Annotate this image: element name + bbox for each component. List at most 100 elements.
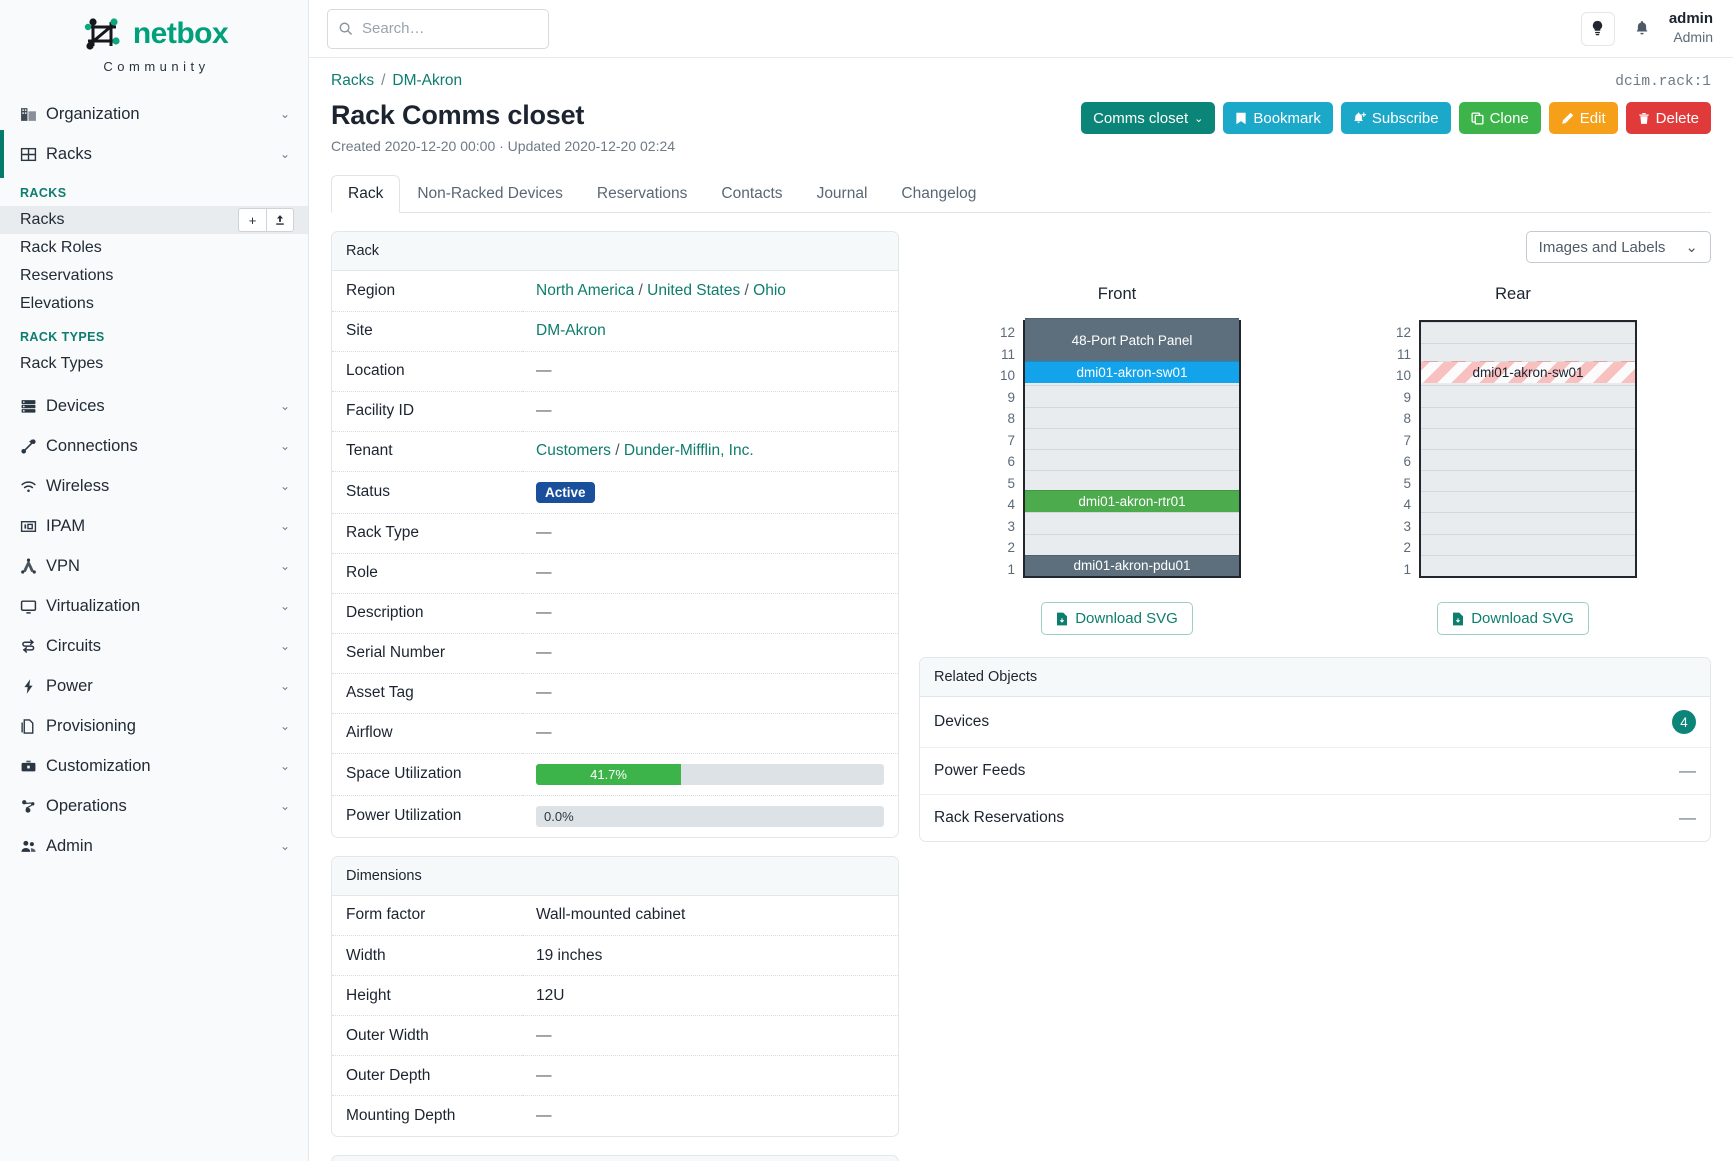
tab-rack[interactable]: Rack [331,175,401,213]
row-value: — [522,1015,898,1056]
rack-device[interactable]: dmi01-akron-sw01 [1421,361,1635,383]
site-link[interactable]: DM-Akron [536,322,606,339]
sidebar-group-devices[interactable]: Devices ⌄ [0,386,308,426]
download-svg-front-button[interactable]: Download SVG [1041,602,1193,635]
breadcrumb-racks[interactable]: Racks [331,72,375,89]
tenant-group-link[interactable]: Customers [536,442,611,459]
dimensions-card: Dimensions Form factor Wall-mounted cabi… [331,855,899,1137]
rack-unit-slot[interactable] [1421,491,1635,513]
table-row[interactable]: Power Feeds — [920,747,1710,795]
tab-non-racked-devices[interactable]: Non-Racked Devices [417,185,563,202]
rack-unit-slot[interactable] [1025,385,1239,407]
sidebar-section-rack-types-title: RACK TYPES [20,330,105,344]
rack-card-title: Rack [332,232,898,271]
chevron-down-icon: ⌄ [279,759,290,773]
bell-plus-icon [1353,112,1366,125]
row-label: Location [332,350,522,391]
sidebar-group-virtualization[interactable]: Virtualization ⌄ [0,586,308,626]
sidebar-item-reservations[interactable]: Reservations [0,262,308,290]
table-row[interactable]: Rack Reservations — [920,794,1710,841]
import-rack-button[interactable] [266,208,294,232]
chevron-down-icon: ⌄ [1685,239,1698,256]
region-link-1[interactable]: North America [536,281,635,299]
sidebar-item-rack-roles[interactable]: Rack Roles [0,234,308,262]
clone-button[interactable]: Clone [1458,102,1541,134]
object-actions-dropdown[interactable]: Comms closet ⌄ [1081,102,1216,134]
breadcrumb-site[interactable]: DM-Akron [392,72,463,89]
table-row[interactable]: Devices 4 [920,697,1710,748]
user-menu[interactable]: admin Admin [1669,10,1713,46]
rack-unit-slot[interactable] [1421,470,1635,492]
add-rack-button[interactable]: + [238,208,266,232]
rack-unit-slot[interactable] [1421,554,1635,576]
tab-reservations[interactable]: Reservations [596,185,688,202]
related-objects-table: Devices 4 Power Feeds — [920,697,1710,841]
table-row: Width 19 inches [332,935,898,976]
rack-unit-slot[interactable] [1025,470,1239,492]
rack-device[interactable]: dmi01-akron-pdu01 [1025,554,1239,576]
rack-unit-slot[interactable] [1025,448,1239,471]
sidebar-group-circuits[interactable]: Circuits ⌄ [0,626,308,666]
edit-button[interactable]: Edit [1548,102,1618,134]
sidebar-group-label: Customization [46,756,151,775]
row-label: Space Utilization [332,752,522,795]
rack-unit-slot[interactable] [1421,512,1635,534]
region-link-3[interactable]: Ohio [753,281,786,299]
tenant-link[interactable]: Dunder-Mifflin, Inc. [623,442,754,459]
sidebar-group-organization[interactable]: Organization ⌄ [0,94,308,134]
table-row: Airflow — [332,712,898,753]
sidebar-group-racks[interactable]: Racks ⌄ [0,130,308,178]
region-link-2[interactable]: United States [647,281,741,299]
tab-changelog[interactable]: Changelog [901,185,977,202]
front-download-row: Download SVG [1041,602,1193,635]
chevron-down-icon: ⌄ [279,679,290,693]
search-input[interactable]: Search… [327,8,549,49]
rack-unit-slot[interactable] [1421,448,1635,471]
tab-journal[interactable]: Journal [816,185,868,202]
chevron-down-icon: ⌄ [279,599,290,613]
rack-unit-slot[interactable] [1421,321,1635,344]
sidebar-group-provisioning[interactable]: Provisioning ⌄ [0,706,308,746]
sidebar-item-racks[interactable]: Racks + [0,206,308,234]
sidebar-group-customization[interactable]: Customization ⌄ [0,746,308,786]
sidebar-group-power[interactable]: Power ⌄ [0,666,308,706]
row-label: Mounting Depth [332,1095,522,1136]
sidebar-group-operations[interactable]: Operations ⌄ [0,786,308,826]
sidebar-item-rack-types[interactable]: Rack Types [0,350,308,378]
rack-unit-slot[interactable] [1025,533,1239,555]
delete-button[interactable]: Delete [1625,102,1711,134]
theme-toggle-button[interactable] [1580,11,1615,46]
rack-unit-slot[interactable] [1421,343,1635,365]
tab-contacts[interactable]: Contacts [721,185,783,202]
rack-unit-slot[interactable] [1025,406,1239,428]
elevation-view-value: Images and Labels [1538,238,1666,256]
rack-device[interactable]: dmi01-akron-sw01 [1025,361,1239,383]
download-svg-rear-button[interactable]: Download SVG [1437,602,1589,635]
rack-unit-slot[interactable] [1421,406,1635,428]
brand[interactable]: netbox Community [0,0,308,80]
subscribe-button[interactable]: Subscribe [1340,102,1451,134]
elevation-view-select[interactable]: Images and Labels ⌄ [1525,231,1711,263]
rack-device[interactable]: dmi01-akron-rtr01 [1025,490,1239,512]
sidebar-group-wireless[interactable]: Wireless ⌄ [0,466,308,506]
subscribe-label: Subscribe [1371,109,1439,127]
rack-unit-slot[interactable] [1025,427,1239,449]
rack-unit-number: 1 [1007,561,1015,577]
related-value: — [1514,794,1710,841]
rack-unit-slot[interactable] [1421,427,1635,449]
sidebar-item-elevations[interactable]: Elevations [0,290,308,318]
sidebar-group-vpn[interactable]: VPN ⌄ [0,546,308,586]
rack-unit-slot[interactable] [1421,385,1635,407]
rack-unit-slot[interactable] [1025,512,1239,534]
sidebar-group-admin[interactable]: Admin ⌄ [0,826,308,866]
sidebar-group-connections[interactable]: Connections ⌄ [0,426,308,466]
sidebar-item-label: Rack Types [20,355,104,372]
notifications-button[interactable] [1627,14,1657,44]
row-value: — [522,632,898,673]
sidebar-group-ipam[interactable]: IPAM ⌄ [0,506,308,546]
bookmark-button[interactable]: Bookmark [1223,102,1333,134]
table-row: Region North America / United States / O… [332,271,898,311]
row-label: Role [332,552,522,593]
rack-unit-slot[interactable] [1421,533,1635,555]
rack-device[interactable]: 48-Port Patch Panel [1025,318,1239,361]
